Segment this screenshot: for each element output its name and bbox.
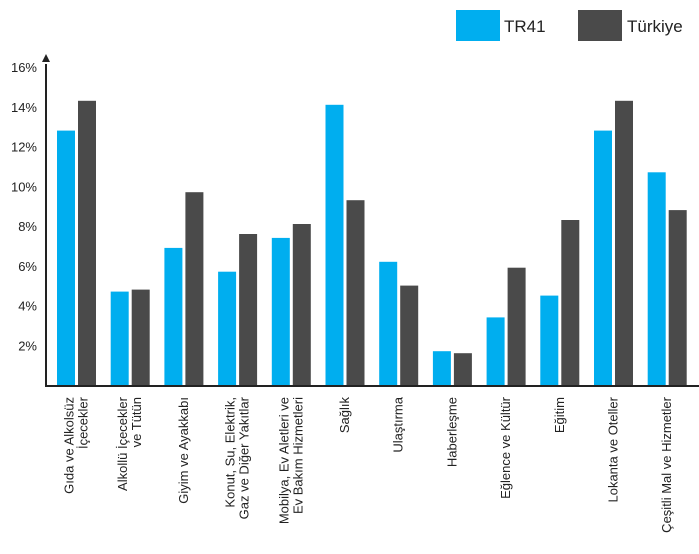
x-category-label-line: Gaz ve Diğer Yakıtlar: [237, 396, 252, 519]
legend-swatch-tr41: [456, 10, 500, 41]
x-category-label-line: Haberleşme: [444, 397, 459, 467]
x-category-label: Ulaştırma: [391, 396, 406, 452]
x-category-label: Lokanta ve Oteller: [606, 396, 621, 502]
y-tick-label: 12%: [11, 140, 37, 155]
legend-label-turkiye: Türkiye: [627, 17, 683, 36]
bar-turkiye: [453, 353, 472, 385]
y-axis-arrow-icon: [42, 54, 50, 62]
bar-turkiye: [78, 100, 96, 386]
bar-turkiye: [131, 289, 150, 385]
bar-tr41: [594, 130, 612, 385]
x-category-label-line: Gıda ve Alkolsüz: [62, 397, 77, 494]
x-category-label-line: Sağlık: [337, 397, 352, 434]
y-tick-label: 14%: [11, 100, 37, 115]
bar-turkiye: [346, 200, 365, 385]
x-category-label-line: Ulaştırma: [391, 396, 406, 452]
bar-turkiye: [185, 192, 204, 385]
bar-turkiye: [561, 220, 580, 385]
y-tick-label: 16%: [11, 60, 37, 75]
x-category-label: Gıda ve Alkolsüzİçecekler: [62, 396, 91, 493]
x-category-label-line: Lokanta ve Oteller: [606, 396, 621, 502]
x-category-label-line: İçecekler: [76, 396, 91, 449]
x-category-label-line: Eğitim: [552, 397, 567, 433]
legend: TR41 Türkiye: [456, 10, 683, 41]
x-category-label-line: Mobilya, Ev Aletleri ve: [276, 397, 291, 524]
bar-turkiye: [668, 210, 687, 385]
x-category-label-line: Alkollü İçecekler: [115, 396, 130, 491]
axes: [42, 54, 699, 387]
x-category-label: Haberleşme: [444, 397, 459, 467]
y-tick-label: 10%: [11, 179, 37, 194]
bar-tr41: [110, 291, 129, 385]
x-category-label: Çeşitli Mal ve Hizmetler: [659, 396, 674, 532]
bar-tr41: [218, 271, 237, 385]
bar-tr41: [432, 351, 451, 385]
x-category-label-line: Ev Bakım Hizmetleri: [290, 397, 305, 514]
x-category-label-line: Giyim ve Ayakkabı: [176, 397, 191, 504]
x-category-label: Eğitim: [552, 397, 567, 433]
y-tick-label: 4%: [18, 299, 37, 314]
x-category-label-line: ve Tütün: [129, 397, 144, 447]
bar-tr41: [271, 237, 290, 385]
x-category-label: Mobilya, Ev Aletleri veEv Bakım Hizmetle…: [276, 397, 305, 524]
bar-tr41: [57, 130, 75, 385]
x-category-label-line: Konut, Su, Elektrik,: [223, 397, 238, 508]
y-tick-label: 8%: [18, 219, 37, 234]
x-category-label: Eğlence ve Kültür: [498, 396, 513, 499]
legend-label-tr41: TR41: [504, 17, 546, 36]
y-axis-ticks: 2% 4% 6% 8% 10% 12% 14% 16%: [11, 60, 37, 353]
x-category-label-line: Eğlence ve Kültür: [498, 396, 513, 499]
bar-tr41: [647, 172, 666, 385]
legend-swatch-turkiye: [578, 10, 622, 41]
bar-turkiye: [400, 285, 419, 385]
bar-turkiye: [239, 234, 258, 385]
y-tick-label: 6%: [18, 259, 37, 274]
bar-turkiye: [292, 224, 311, 385]
x-category-label: Sağlık: [337, 397, 352, 434]
x-category-label-line: Çeşitli Mal ve Hizmetler: [659, 396, 674, 532]
bars: [57, 100, 687, 386]
bar-tr41: [325, 104, 344, 386]
bar-turkiye: [615, 100, 633, 386]
bar-tr41: [540, 295, 559, 385]
x-category-label: Alkollü İçeceklerve Tütün: [115, 396, 144, 491]
bar-tr41: [164, 247, 183, 385]
bar-tr41: [486, 317, 505, 385]
bar-tr41: [379, 261, 398, 385]
x-axis-labels: Gıda ve Alkolsüzİçecekler Alkollü İçecekl…: [62, 396, 675, 533]
bar-turkiye: [507, 267, 526, 385]
y-tick-label: 2%: [18, 338, 37, 353]
x-category-label: Giyim ve Ayakkabı: [176, 397, 191, 504]
x-category-label: Konut, Su, Elektrik,Gaz ve Diğer Yakıtla…: [223, 396, 252, 519]
